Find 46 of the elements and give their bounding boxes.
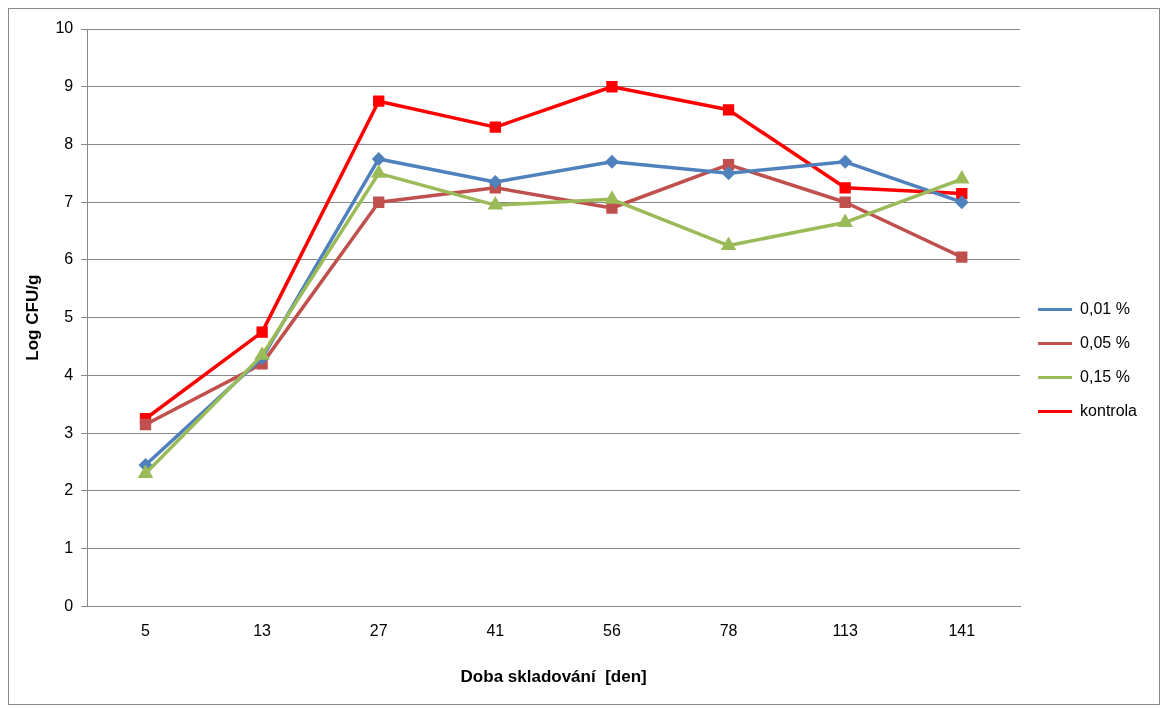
x-tick-label: 5 (141, 622, 151, 640)
x-tick-label: 13 (253, 622, 272, 640)
point (373, 95, 385, 107)
point (371, 151, 386, 166)
point (139, 418, 152, 431)
point (839, 182, 851, 194)
point (606, 81, 618, 93)
point (487, 196, 504, 210)
point (953, 170, 970, 184)
legend-label: 0,15 % (1080, 367, 1130, 385)
point (839, 196, 851, 208)
x-tick-label: 27 (369, 622, 388, 640)
x-tick-label: 56 (603, 622, 621, 640)
legend-label: 0,05 % (1080, 333, 1130, 351)
y-tick-label: 6 (64, 250, 74, 268)
y-tick-label: 10 (55, 19, 74, 37)
y-tick-label: 2 (64, 481, 74, 499)
x-tick-label: 113 (832, 622, 859, 640)
y-tick-label: 0 (64, 596, 74, 614)
point (604, 154, 619, 169)
y-tick-label: 7 (64, 192, 74, 210)
x-tick-label: 41 (486, 622, 505, 640)
point (137, 464, 154, 479)
y-tick-label: 4 (64, 365, 74, 383)
point (721, 166, 736, 181)
point (489, 121, 501, 133)
y-tick-label: 3 (64, 423, 74, 441)
legend-label: kontrola (1080, 401, 1138, 419)
point (954, 195, 969, 210)
x-tick-label: 141 (948, 622, 976, 640)
point (254, 346, 270, 360)
x-tick-label: 78 (719, 622, 738, 640)
point (488, 175, 503, 190)
point (838, 154, 853, 169)
point (722, 104, 735, 116)
legend-label: 0,01 % (1080, 299, 1130, 317)
y-axis-title: Log CFU/g (22, 274, 42, 361)
y-tick-label: 5 (64, 308, 74, 326)
x-axis-title: Doba skladování [den] (460, 667, 647, 687)
point (720, 236, 737, 251)
point (373, 196, 385, 208)
point (956, 251, 968, 263)
y-tick-label: 8 (64, 134, 74, 152)
y-tick-label: 9 (64, 77, 74, 95)
point (256, 326, 268, 338)
y-tick-label: 1 (64, 539, 74, 557)
